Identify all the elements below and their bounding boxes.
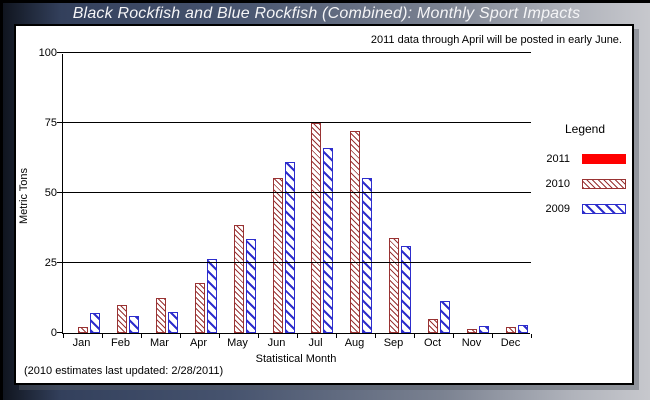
bar-2009-jan — [89, 313, 100, 333]
y-tick-label: 50 — [44, 187, 57, 199]
bottom-note: (2010 estimates last updated: 2/28/2011) — [24, 365, 224, 377]
bar-2009-oct — [440, 301, 451, 333]
legend-label: 2009 — [545, 203, 570, 215]
x-tick-label: Oct — [423, 337, 442, 349]
y-tick — [57, 332, 63, 333]
legend-entry-2009: 2009 — [538, 203, 626, 215]
bars-group-nov — [452, 54, 491, 333]
bars-group-dec — [491, 54, 530, 333]
bar-2009-jun — [284, 162, 295, 333]
y-tick — [57, 262, 63, 263]
x-tick-label: Apr — [189, 337, 208, 349]
bar-2010-dec — [506, 327, 517, 333]
bar-2010-mar — [155, 298, 166, 333]
legend-entry-2010: 2010 — [538, 178, 626, 190]
bar-2009-mar — [167, 312, 178, 333]
legend-label: 2010 — [545, 178, 570, 190]
bar-2009-sep — [401, 246, 412, 333]
x-tick-label: Jul — [308, 337, 323, 349]
bars-group-sep — [374, 54, 413, 333]
x-tick — [453, 334, 454, 338]
window-title: Black Rockfish and Blue Rockfish (Combin… — [72, 5, 581, 22]
legend-entries: 2011 2010 2009 — [538, 153, 626, 215]
x-axis-title: Statistical Month — [255, 353, 337, 365]
bar-2010-may — [233, 225, 244, 333]
bars-group-aug — [335, 54, 374, 333]
bar-2009-aug — [362, 178, 373, 333]
x-tick-labels: Jan Feb Mar Apr May Jun Jul Aug Sep Oct Nov Dec — [62, 337, 530, 349]
x-tick — [492, 334, 493, 338]
y-tick-label: 75 — [44, 117, 57, 129]
x-tick — [375, 334, 376, 338]
x-tick-label: Aug — [344, 337, 365, 349]
bar-2010-aug — [350, 131, 361, 333]
x-tick-label: Dec — [500, 337, 521, 349]
x-tick-label: Nov — [461, 337, 482, 349]
legend-entry-2011: 2011 — [538, 153, 626, 165]
gridline — [63, 192, 531, 193]
bar-2010-nov — [467, 329, 478, 333]
x-tick — [63, 334, 64, 338]
bar-slots — [63, 54, 530, 333]
bar-2009-feb — [128, 316, 139, 333]
bar-2009-dec — [518, 325, 529, 333]
y-tick-label: 100 — [38, 47, 57, 59]
bars-group-may — [219, 54, 258, 333]
bar-2010-jul — [311, 123, 322, 333]
x-tick — [141, 334, 142, 338]
bar-2009-may — [245, 239, 256, 333]
bar-2010-jun — [272, 178, 283, 333]
gridline — [63, 52, 531, 53]
legend-swatch-2010 — [582, 179, 626, 189]
y-tick — [57, 122, 63, 123]
bars-group-feb — [102, 54, 141, 333]
plot-area: 0 25 50 75 100 — [39, 47, 532, 339]
y-tick — [57, 52, 63, 53]
legend-title: Legend — [564, 122, 606, 136]
bars-group-mar — [141, 54, 180, 333]
bars-group-apr — [180, 54, 219, 333]
x-tick-label: May — [227, 337, 248, 349]
bars-group-jan — [63, 54, 102, 333]
legend: Legend 2011 2010 2009 — [538, 122, 626, 228]
title-bar: Black Rockfish and Blue Rockfish (Combin… — [3, 3, 650, 25]
x-tick — [258, 334, 259, 338]
bar-2010-feb — [116, 305, 127, 333]
legend-swatch-2011 — [582, 154, 626, 164]
x-tick — [297, 334, 298, 338]
bars-group-jul — [297, 54, 336, 333]
bars-group-jun — [258, 54, 297, 333]
x-tick — [102, 334, 103, 338]
x-tick — [219, 334, 220, 338]
x-tick-label: Jan — [72, 337, 91, 349]
legend-label: 2011 — [546, 153, 570, 165]
y-tick — [57, 192, 63, 193]
bar-2009-nov — [479, 326, 490, 333]
bar-2010-apr — [194, 283, 205, 333]
x-tick-label: Jun — [267, 337, 286, 349]
bars-group-oct — [413, 54, 452, 333]
x-tick-label: Feb — [111, 337, 130, 349]
bar-2010-sep — [389, 238, 400, 333]
bar-2010-jan — [77, 327, 88, 333]
x-tick-label: Mar — [150, 337, 169, 349]
gridline — [63, 122, 531, 123]
chart-panel: 2011 data through April will be posted i… — [14, 24, 634, 385]
top-note: 2011 data through April will be posted i… — [370, 34, 622, 46]
y-tick-label: 25 — [44, 257, 57, 269]
bar-2009-jul — [323, 148, 334, 333]
x-tick — [180, 334, 181, 338]
gridline — [63, 262, 531, 263]
legend-swatch-2009 — [582, 204, 626, 214]
y-tick-label: 0 — [50, 327, 57, 339]
bar-2009-apr — [206, 259, 217, 333]
x-tick — [414, 334, 415, 338]
bar-2010-oct — [428, 319, 439, 333]
x-tick — [531, 334, 532, 338]
x-tick — [336, 334, 337, 338]
x-tick-label: Sep — [383, 337, 404, 349]
